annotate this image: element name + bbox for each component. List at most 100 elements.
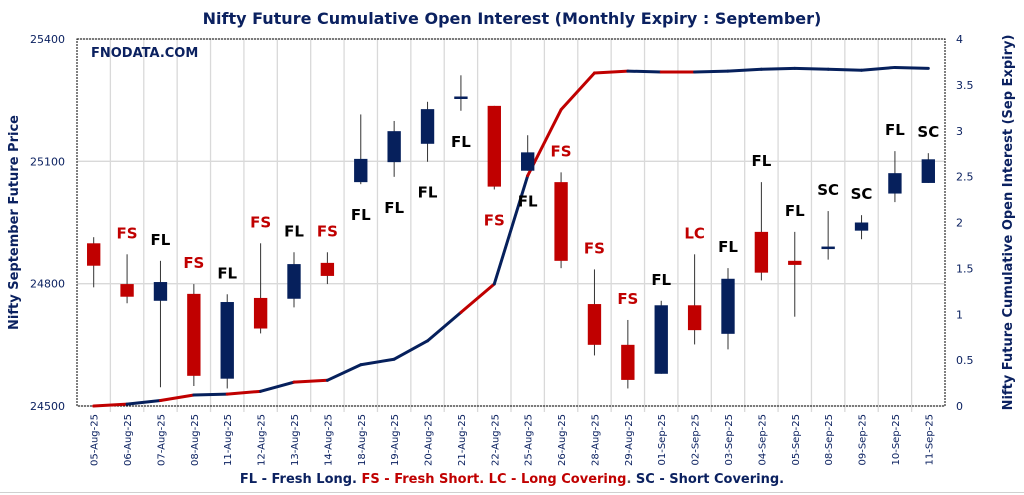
oi-line-segment [225,389,263,396]
candle-label: FL [384,199,404,217]
y-axis-title-left: Nifty September Future Price [7,115,22,330]
oi-line-segment [359,357,396,367]
candle-label: FS [484,211,505,229]
oi-line-segment [92,402,129,408]
x-tick-label: 06-Aug-25 [123,414,134,466]
y-tick-label-left: 25100 [30,155,65,168]
candle-label: FS [250,213,271,231]
candle-label: FL [718,238,738,256]
y-tick-label-left: 25400 [30,33,65,46]
x-tick-label: 08-Aug-25 [190,414,201,466]
x-tick-label: 13-Aug-25 [290,414,301,466]
candle-label: FS [551,142,572,160]
candle-body [654,305,668,374]
candle-label: FL [151,231,171,249]
legend-fs: FS - Fresh Short. [361,472,485,487]
x-tick-label: 08-Sep-25 [824,414,835,466]
oi-line-segment [192,392,229,397]
candle-body [287,264,301,299]
candle-body [788,260,802,265]
oi-line-segment [426,310,463,343]
legend-lc: LC - Long Covering [488,472,627,487]
candle-body [687,305,702,331]
candle-label: FS [317,222,338,240]
y-tick-label-left: 24500 [30,400,65,413]
candle-body [87,243,101,266]
oi-line-segment [392,339,430,361]
candle-label: SC [917,123,939,141]
candle-body [354,158,368,183]
candle-label: SC [817,181,839,199]
candle-label: FL [351,206,371,224]
y-tick-label-right: 1 [956,308,963,321]
x-tick-label: 12-Aug-25 [257,414,268,466]
oi-line-segment [292,378,329,384]
legend: FL - Fresh Long. FS - Fresh Short. LC - … [0,472,1024,487]
y-tick-label-right: 3 [956,125,963,138]
oi-line-segment [793,66,830,71]
oi-line-segment [259,380,296,393]
oi-line-segment [626,69,663,74]
candle-label: FS [117,224,138,242]
candle-label: FL [284,222,304,240]
legend-dot: . [626,472,632,487]
candle-label: FS [617,290,638,308]
candle-body [120,284,134,297]
candle-body [754,231,769,273]
oi-line-segment [893,65,930,70]
x-tick-label: 14-Aug-25 [323,414,334,466]
candle-body [888,173,902,194]
x-tick-label: 07-Aug-25 [156,414,167,466]
x-tick-label: 04-Sep-25 [757,414,768,466]
candle-label: FL [217,264,237,282]
candle-label: FS [183,254,204,272]
candle-label: SC [851,185,873,203]
candle-body [387,131,401,163]
divider [0,492,1024,493]
x-tick-label: 18-Aug-25 [357,414,368,466]
candle-label: LC [684,224,705,242]
x-tick-label: 29-Aug-25 [624,414,635,466]
candle-body [454,96,468,99]
x-tick-label: 19-Aug-25 [390,414,401,466]
candle-body [921,159,935,183]
y-axis-title-right: Nifty Future Cumulative Open Interest (S… [1001,35,1016,411]
candle-label: FL [885,121,905,139]
x-tick-label: 09-Sep-25 [858,414,869,466]
y-tick-label-right: 3.5 [956,79,974,92]
candle-label: FL [518,193,538,211]
x-tick-label: 26-Aug-25 [557,414,568,466]
y-tick-label-right: 2.5 [956,171,974,184]
y-tick-label-right: 4 [956,33,963,46]
y-tick-label-right: 1.5 [956,262,974,275]
watermark: FNODATA.COM [91,46,198,61]
candle-body [554,182,568,261]
candle-body [587,304,602,345]
candle-body [854,222,869,231]
oi-line-segment [459,282,496,314]
oi-line-segment [860,65,897,72]
x-tick-label: 11-Aug-25 [223,414,234,466]
x-tick-label: 28-Aug-25 [590,414,601,466]
candle-label: FL [418,184,438,202]
candle-label: FL [451,133,471,151]
oi-line-segment [693,69,730,74]
candle-body [253,297,268,329]
candle-label: FL [751,152,771,170]
candle-label: FS [584,239,605,257]
oi-line-segment [559,71,596,112]
chart-title: Nifty Future Cumulative Open Interest (M… [202,9,822,28]
candle-body [487,105,501,187]
y-tick-label-right: 2 [956,217,963,230]
oi-line-segment [158,393,196,402]
plot-area-border [76,38,946,407]
candle-body [187,293,201,376]
x-tick-label: 25-Aug-25 [524,414,535,466]
candle-body [621,344,635,380]
oi-line-segment [125,398,162,406]
x-tick-label: 01-Sep-25 [657,414,668,466]
y-tick-label-right: 0 [956,400,963,413]
oi-line-segment [325,363,363,382]
x-tick-label: 21-Aug-25 [457,414,468,466]
